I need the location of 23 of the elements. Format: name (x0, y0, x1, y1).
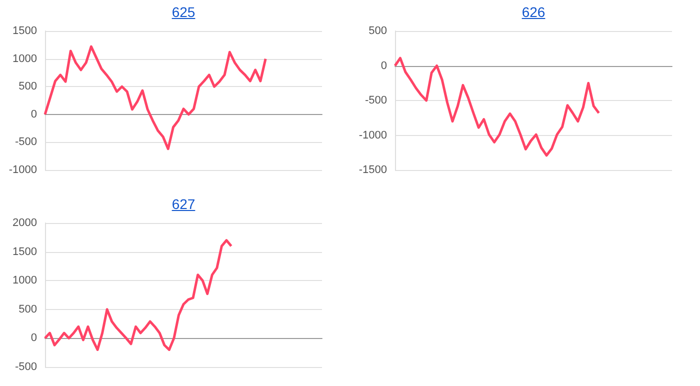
line-series (44, 45, 267, 150)
y-tick-label: 0 (30, 332, 37, 344)
y-tick-label: -1500 (358, 164, 387, 176)
y-tick-label: 500 (368, 25, 387, 37)
y-tick-label: -500 (14, 361, 37, 373)
y-tick-label: -1000 (8, 164, 37, 176)
y-tick-label: -500 (364, 94, 387, 106)
y-tick-label: 2000 (12, 217, 37, 229)
y-tick-label: 0 (30, 108, 37, 120)
line-series (394, 56, 600, 157)
y-tick-label: 1500 (12, 246, 37, 258)
y-tick-label: 1000 (12, 274, 37, 287)
y-tick-label: 1000 (12, 52, 37, 65)
y-tick-label: 1500 (12, 25, 37, 37)
line-series (44, 239, 233, 351)
chart-title: 626 (520, 4, 546, 20)
y-tick-label: -1000 (358, 129, 387, 142)
chart-title: 625 (170, 4, 196, 20)
y-tick-label: -500 (14, 136, 37, 148)
y-tick-label: 500 (18, 80, 37, 93)
y-tick-label: 0 (380, 60, 387, 72)
y-tick-label: 500 (18, 303, 37, 316)
chart-title: 627 (170, 196, 196, 212)
